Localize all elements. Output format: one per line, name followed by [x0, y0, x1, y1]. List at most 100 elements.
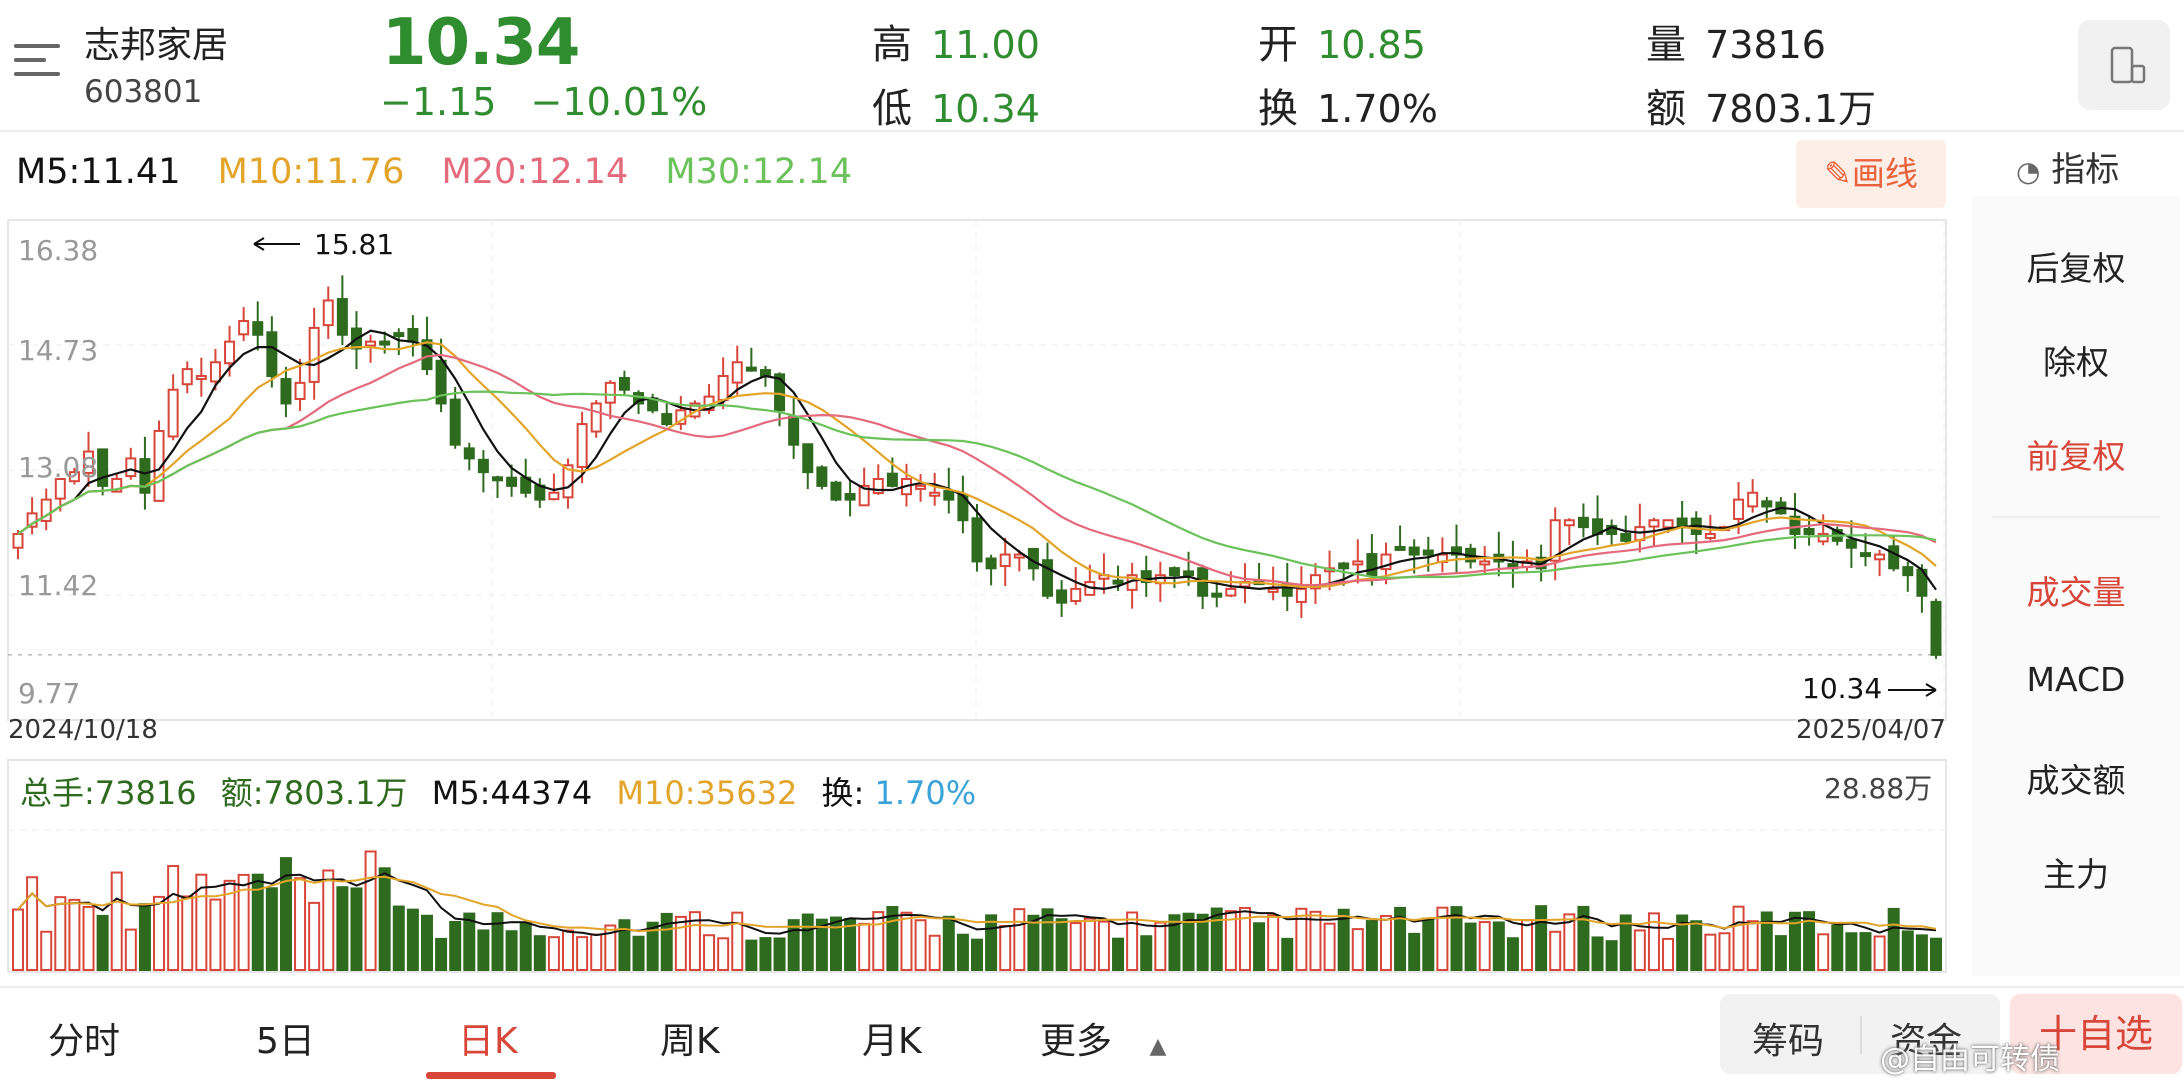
candle: [111, 478, 123, 493]
candle: [1042, 559, 1054, 597]
chips-button[interactable]: 筹码: [1752, 1021, 1825, 1062]
candle: [1648, 519, 1660, 528]
candle: [463, 447, 475, 460]
candle: [1577, 516, 1589, 529]
stat-amount-value: 7803.1万: [1705, 87, 1877, 131]
watermark-text: @自由可转债: [1880, 1042, 2060, 1077]
candle: [774, 373, 786, 412]
price-change: −1.15 −10.01%: [380, 80, 707, 124]
side-item-back-adjust[interactable]: 后复权: [2026, 249, 2126, 288]
volume-bar: [1492, 921, 1505, 971]
volume-bar: [759, 937, 772, 971]
tab-intraday[interactable]: 分时: [48, 1021, 121, 1062]
ma30-line: [17, 390, 1937, 580]
funds-button[interactable]: 资金: [1890, 1021, 1963, 1062]
button-divider: [1860, 1016, 1862, 1054]
candle: [1549, 519, 1561, 562]
candle: [886, 472, 898, 487]
kline-chart[interactable]: 16.38 14.73 13.08 11.42 9.77 15.81 10.34…: [0, 210, 1960, 980]
stat-amount: 额 7803.1万: [1646, 76, 1876, 134]
ma5-line: [17, 329, 1937, 591]
volume-bar: [1887, 907, 1900, 971]
stat-turnover: 换 1.70%: [1258, 76, 1438, 134]
candle: [365, 340, 377, 347]
candle: [125, 457, 137, 478]
volume-bar: [674, 915, 687, 972]
volume-bar: [54, 896, 67, 971]
current-price: 10.34: [382, 6, 580, 80]
volume-bar: [1521, 919, 1534, 972]
candle: [618, 376, 630, 391]
tab-5day[interactable]: 5日: [256, 1021, 315, 1062]
candle: [1874, 553, 1886, 561]
side-item-ex-rights[interactable]: 除权: [2043, 343, 2109, 382]
volume-bar: [1845, 932, 1858, 972]
volume-bar: [942, 915, 955, 971]
ma30-label: M30:12.14: [665, 152, 853, 192]
candle: [1789, 515, 1801, 535]
candle: [872, 478, 884, 495]
candle: [1733, 498, 1745, 520]
candle: [238, 320, 250, 336]
ma5-label: M5:11.41: [16, 152, 181, 192]
tab-weekly-k[interactable]: 周K: [660, 1021, 720, 1062]
indicator-button[interactable]: ◔ 指标: [2016, 142, 2119, 191]
volume-bar: [971, 938, 983, 972]
candle: [548, 491, 560, 501]
date-end: 2025/04/07: [1796, 715, 1946, 745]
side-item-macd[interactable]: MACD: [2026, 660, 2126, 699]
candle: [816, 466, 828, 487]
volume-bar: [1591, 936, 1604, 971]
volume-bar: [406, 908, 419, 971]
side-item-main-force[interactable]: 主力: [2043, 855, 2109, 894]
volume-bar: [251, 873, 264, 971]
candle: [167, 388, 179, 438]
stock-code: 603801: [84, 74, 203, 110]
side-divider: [1992, 516, 2160, 518]
volume-turnover: 1.70%: [874, 774, 976, 812]
volume-bar: [1112, 937, 1125, 971]
landscape-toggle-button[interactable]: [2078, 20, 2170, 110]
volume-bar: [322, 869, 335, 971]
stat-open-value: 10.85: [1317, 23, 1426, 67]
tab-more[interactable]: 更多 ▲: [1040, 1012, 1166, 1064]
candle: [224, 340, 236, 365]
draw-line-button[interactable]: ✎画线: [1796, 140, 1946, 208]
volume-amount: 额:7803.1万: [221, 774, 408, 812]
candle: [1620, 532, 1632, 542]
volume-bar: [1126, 911, 1139, 972]
side-item-turnover-amount[interactable]: 成交额: [2026, 761, 2126, 800]
volume-bar: [1662, 937, 1675, 972]
side-item-volume[interactable]: 成交量: [2026, 573, 2126, 612]
volume-bar: [153, 895, 166, 971]
volume-bar: [1408, 932, 1421, 972]
volume-bar: [477, 929, 490, 972]
candle: [153, 429, 165, 502]
volume-bar: [491, 912, 504, 972]
stat-low-label: 低: [872, 86, 912, 132]
volume-bar: [773, 937, 786, 972]
side-item-forward-adjust[interactable]: 前复权: [2026, 437, 2126, 476]
volume-bar: [900, 911, 913, 971]
volume-m10: M10:35632: [616, 774, 797, 812]
menu-icon[interactable]: [14, 44, 60, 78]
candle: [449, 398, 461, 446]
volume-bar: [660, 912, 673, 971]
add-watchlist-button[interactable]: 十自选: [2010, 994, 2182, 1074]
volume-bar: [914, 919, 927, 971]
candle: [492, 476, 503, 482]
volume-bar: [533, 935, 546, 971]
volume-bar: [1633, 929, 1646, 971]
volume-bar: [82, 905, 95, 972]
candle: [1422, 549, 1434, 556]
candle: [830, 481, 842, 501]
volume-bar: [1774, 935, 1787, 972]
candle: [266, 331, 278, 377]
tab-daily-k[interactable]: 日K: [458, 1021, 518, 1062]
volume-bar: [547, 936, 560, 971]
volume-bar: [1140, 935, 1153, 972]
volume-bar: [1365, 920, 1378, 971]
tab-monthly-k[interactable]: 月K: [862, 1021, 922, 1062]
volume-ma10-line: [17, 875, 1937, 933]
candle: [1888, 545, 1900, 570]
